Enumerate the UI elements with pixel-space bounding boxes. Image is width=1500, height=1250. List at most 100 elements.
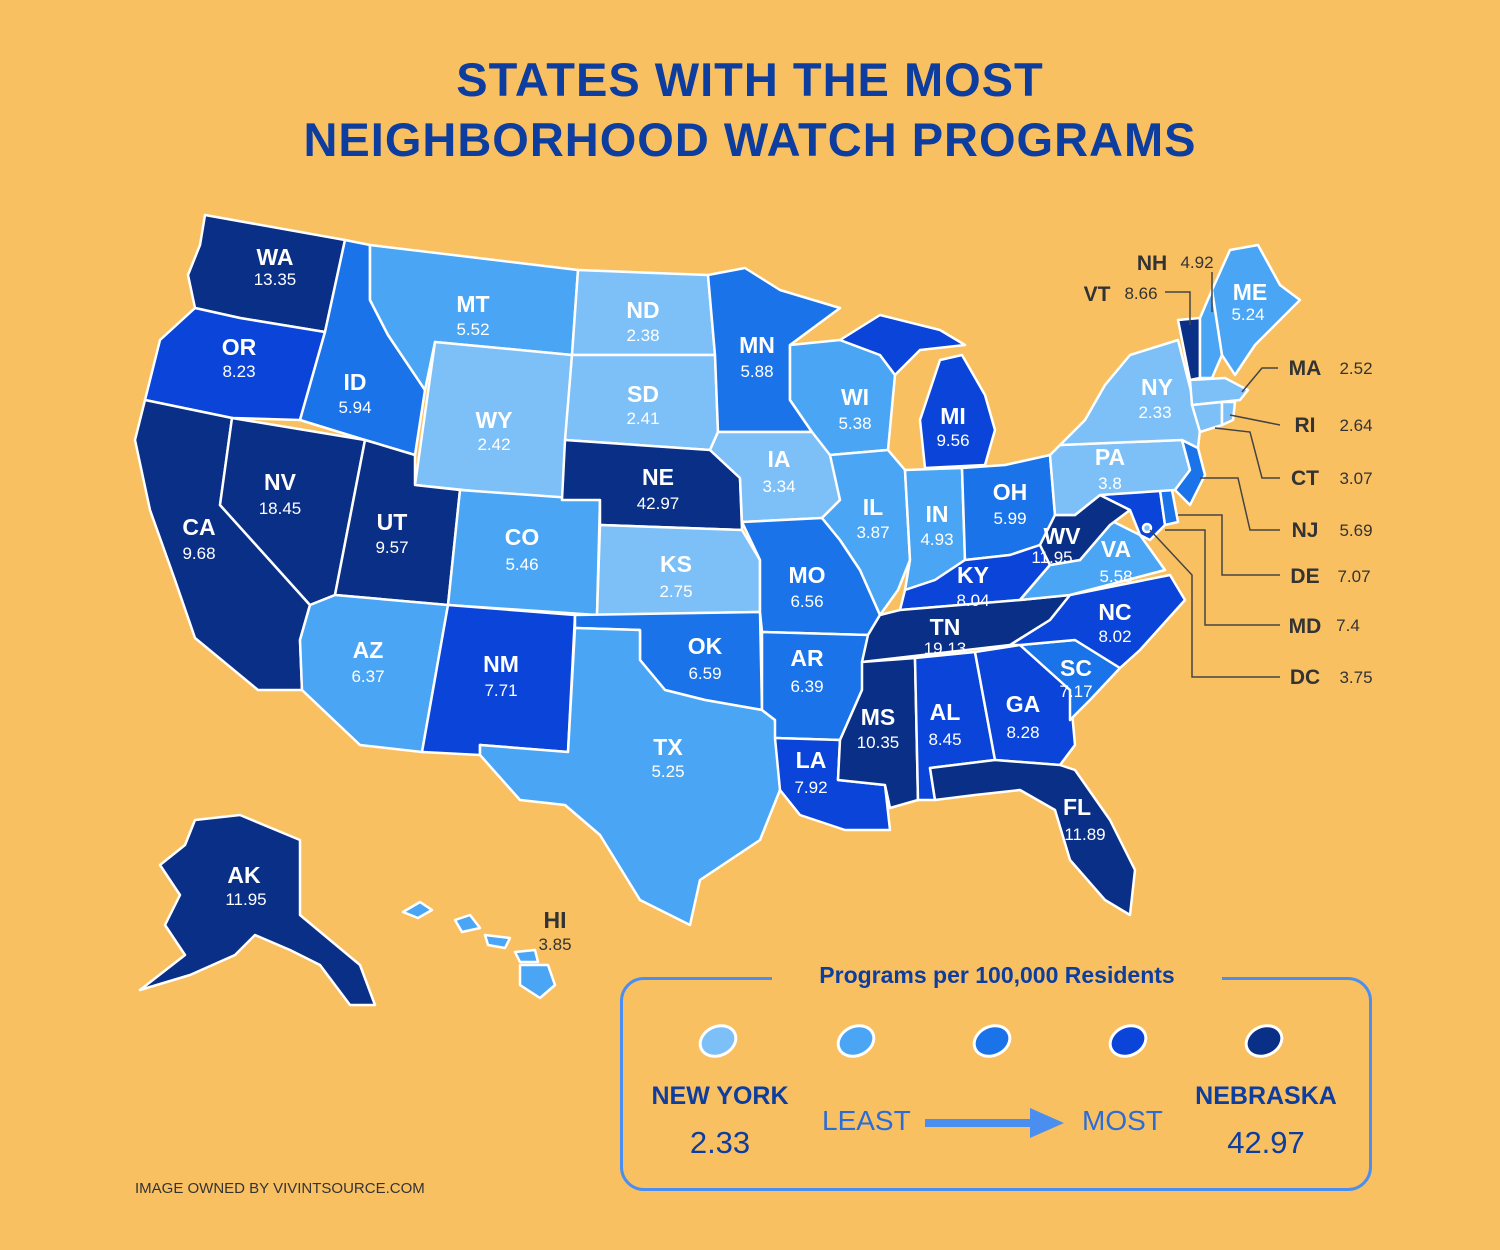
callout-abbr-nh: NH: [1137, 252, 1167, 275]
label-value-ia: 3.34: [762, 477, 795, 496]
leader-de: [1178, 514, 1280, 576]
state-hi-2[interactable]: [453, 913, 482, 934]
label-value-ok: 6.59: [688, 664, 721, 683]
state-tx[interactable]: [478, 626, 782, 927]
title-line-2: NEIGHBORHOOD WATCH PROGRAMS: [303, 113, 1197, 166]
label-value-wy: 2.42: [477, 435, 510, 454]
legend-least-value: 2.33: [689, 1125, 751, 1160]
title-line-1: STATES WITH THE MOST: [456, 53, 1044, 106]
leader-vt: [1165, 291, 1191, 325]
label-value-wi: 5.38: [838, 414, 871, 433]
label-value-co: 5.46: [505, 555, 538, 574]
state-dc[interactable]: [1141, 522, 1153, 534]
label-value-ky: 8.04: [956, 591, 989, 610]
label-value-tx: 5.25: [651, 762, 684, 781]
callout-value-md: 7.4: [1336, 616, 1360, 635]
label-abbr-wi: WI: [841, 384, 869, 410]
state-ny[interactable]: [1058, 338, 1202, 450]
label-value-hi: 3.85: [538, 935, 571, 954]
image-credit: IMAGE OWNED BY VIVINTSOURCE.COM: [135, 1180, 425, 1197]
label-abbr-nd: ND: [626, 297, 659, 323]
label-value-ca: 9.68: [182, 544, 215, 563]
label-abbr-sd: SD: [627, 381, 659, 407]
label-abbr-nc: NC: [1098, 599, 1131, 625]
label-abbr-fl: FL: [1063, 794, 1091, 820]
label-value-il: 3.87: [856, 523, 889, 542]
state-nh[interactable]: [1198, 288, 1224, 380]
legend-arrow-shaft: [925, 1119, 1037, 1127]
label-value-mt: 5.52: [456, 320, 489, 339]
state-me[interactable]: [1210, 243, 1302, 377]
state-ma[interactable]: [1188, 376, 1250, 407]
callout-abbr-vt: VT: [1084, 283, 1111, 306]
callout-value-dc: 3.75: [1339, 668, 1372, 687]
label-abbr-la: LA: [796, 747, 827, 773]
label-abbr-wy: WY: [475, 407, 512, 433]
label-abbr-ms: MS: [861, 704, 896, 730]
label-abbr-id: ID: [344, 369, 367, 395]
leader-ct: [1214, 427, 1280, 479]
state-hi-3[interactable]: [483, 933, 512, 950]
label-abbr-al: AL: [930, 699, 961, 725]
legend-arrow-icon: [1030, 1108, 1064, 1138]
label-abbr-nm: NM: [483, 651, 519, 677]
callout-value-de: 7.07: [1337, 567, 1370, 586]
label-abbr-wv: WV: [1043, 523, 1081, 549]
label-value-pa: 3.8: [1098, 474, 1122, 493]
label-abbr-ca: CA: [182, 514, 215, 540]
state-or[interactable]: [143, 306, 327, 422]
label-value-ny: 2.33: [1138, 403, 1171, 422]
leader-md: [1165, 529, 1280, 626]
label-value-oh: 5.99: [993, 509, 1026, 528]
state-fl[interactable]: [928, 758, 1137, 917]
label-abbr-co: CO: [505, 524, 540, 550]
legend-least-label: LEAST: [822, 1105, 911, 1136]
leader-ri: [1229, 414, 1281, 426]
callout-abbr-nj: NJ: [1292, 519, 1319, 542]
label-abbr-or: OR: [222, 334, 257, 360]
label-value-sc: 7.17: [1059, 682, 1092, 701]
label-abbr-sc: SC: [1060, 655, 1092, 681]
state-ri[interactable]: [1220, 400, 1237, 427]
label-value-wv: 11.95: [1031, 548, 1072, 567]
label-abbr-mi: MI: [940, 403, 966, 429]
label-value-ak: 11.95: [225, 890, 266, 909]
state-nm[interactable]: [420, 603, 577, 757]
state-hi-4[interactable]: [513, 948, 540, 964]
leader-dc: [1149, 529, 1280, 678]
label-value-fl: 11.89: [1064, 825, 1105, 844]
state-co[interactable]: [446, 488, 602, 617]
label-value-sd: 2.41: [626, 409, 659, 428]
label-abbr-ut: UT: [377, 509, 408, 535]
state-hi-5[interactable]: [518, 963, 557, 1000]
state-mi-upper[interactable]: [838, 313, 967, 377]
label-abbr-ny: NY: [1141, 374, 1173, 400]
label-abbr-in: IN: [926, 501, 949, 527]
label-abbr-ok: OK: [688, 633, 723, 659]
label-value-la: 7.92: [794, 778, 827, 797]
label-abbr-mt: MT: [456, 291, 489, 317]
state-nc[interactable]: [1008, 573, 1187, 670]
legend-most-label: MOST: [1082, 1105, 1163, 1136]
label-abbr-az: AZ: [353, 637, 384, 663]
legend-title: Programs per 100,000 Residents: [772, 962, 1222, 989]
label-abbr-ne: NE: [642, 464, 674, 490]
state-ak[interactable]: [138, 813, 377, 1007]
label-abbr-ky: KY: [957, 562, 989, 588]
label-value-nm: 7.71: [484, 681, 517, 700]
label-abbr-ar: AR: [790, 645, 824, 671]
leader-ma: [1241, 367, 1278, 393]
callout-abbr-md: MD: [1289, 615, 1322, 638]
label-abbr-ak: AK: [227, 862, 261, 888]
state-mi[interactable]: [918, 353, 997, 470]
legend-most-value: 42.97: [1227, 1125, 1305, 1160]
callout-value-ri: 2.64: [1339, 416, 1372, 435]
label-value-ar: 6.39: [790, 677, 823, 696]
state-hi-1[interactable]: [401, 900, 434, 920]
label-value-nc: 8.02: [1098, 627, 1131, 646]
label-abbr-il: IL: [863, 494, 883, 520]
legend-least-state: NEW YORK: [651, 1082, 789, 1110]
label-value-ne: 42.97: [637, 494, 680, 513]
label-abbr-mn: MN: [739, 332, 775, 358]
label-value-mo: 6.56: [790, 592, 823, 611]
